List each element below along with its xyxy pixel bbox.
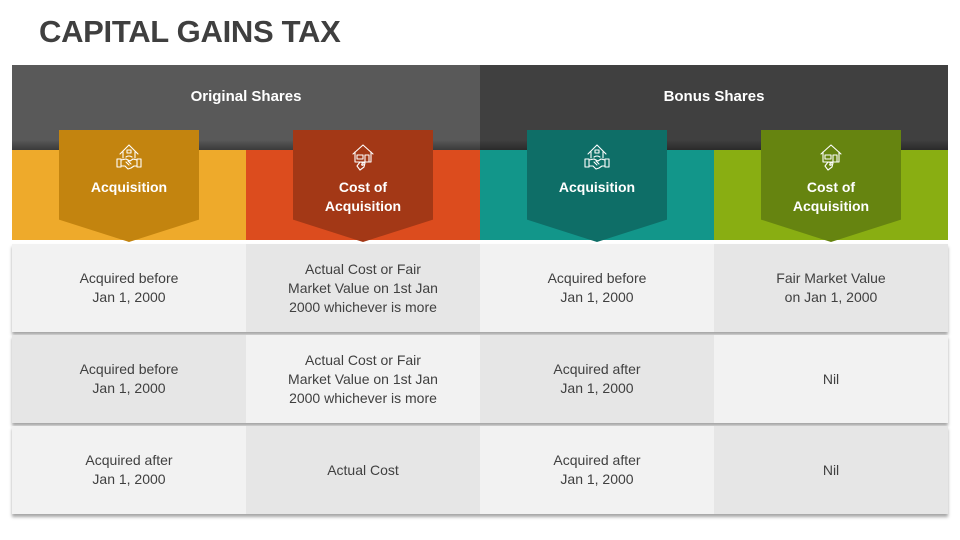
house-handshake-icon: [116, 144, 142, 170]
table-cell: Actual Cost: [246, 426, 480, 514]
column-header-original-cost-of-acquisition: Cost of Acquisition: [293, 130, 433, 242]
column-label: Cost of Acquisition: [792, 179, 870, 214]
table-cell: Fair Market Value on Jan 1, 2000: [714, 244, 948, 332]
column-header-original-acquisition: Acquisition: [59, 130, 199, 242]
table-cell: Actual Cost or Fair Market Value on 1st …: [246, 244, 480, 332]
table-cell: Acquired before Jan 1, 2000: [12, 244, 246, 332]
table-row: Acquired before Jan 1, 2000 Actual Cost …: [12, 335, 948, 423]
table-row: Acquired after Jan 1, 2000 Actual Cost A…: [12, 426, 948, 514]
house-handshake-icon: [584, 144, 610, 170]
group-label: Original Shares: [190, 88, 302, 105]
table-cell: Nil: [714, 335, 948, 423]
column-label: Cost of Acquisition: [324, 179, 402, 214]
column-label: Acquisition: [90, 179, 168, 195]
table-cell: Acquired after Jan 1, 2000: [480, 335, 714, 423]
table-cell: Acquired before Jan 1, 2000: [480, 244, 714, 332]
table-row: Acquired before Jan 1, 2000 Actual Cost …: [12, 244, 948, 332]
table-cell: Nil: [714, 426, 948, 514]
house-price-tag-icon: [820, 144, 842, 171]
house-price-tag-icon: [352, 144, 374, 171]
column-label: Acquisition: [558, 179, 636, 195]
table-cell: Acquired after Jan 1, 2000: [12, 426, 246, 514]
table-cell: Acquired after Jan 1, 2000: [480, 426, 714, 514]
group-label: Bonus Shares: [663, 88, 765, 105]
column-header-bonus-cost-of-acquisition: Cost of Acquisition: [761, 130, 901, 242]
table-cell: Acquired before Jan 1, 2000: [12, 335, 246, 423]
column-header-bonus-acquisition: Acquisition: [527, 130, 667, 242]
table-cell: Actual Cost or Fair Market Value on 1st …: [246, 335, 480, 423]
page-title: CAPITAL GAINS TAX: [39, 14, 341, 49]
